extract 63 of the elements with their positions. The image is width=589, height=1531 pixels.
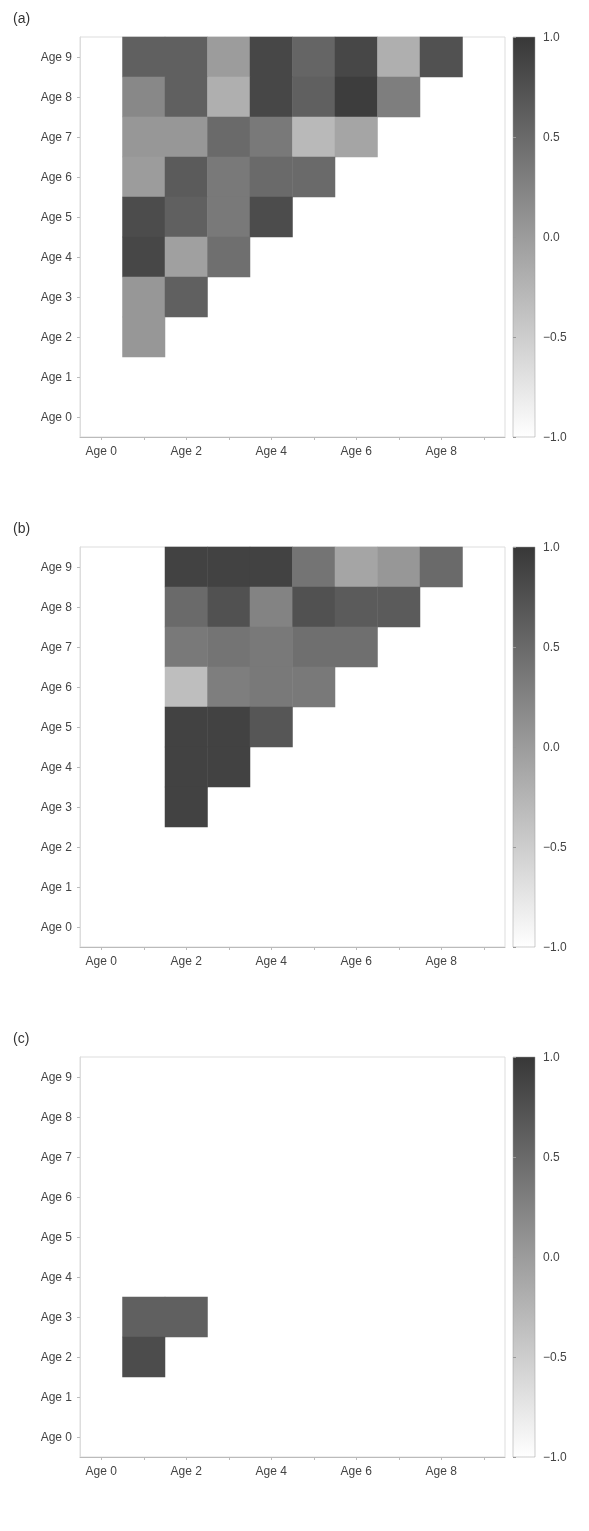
y-tick-label: Age 6: [40, 170, 73, 184]
color-bar-label: 1.0: [543, 1050, 561, 1064]
y-tick-label: Age 2: [40, 1350, 73, 1364]
y-tick-label: Age 7: [40, 1150, 73, 1164]
x-tick-label: Age 2: [170, 444, 203, 458]
y-tick-label: Age 0: [40, 920, 73, 934]
color-bar-label: 0.0: [543, 1250, 561, 1264]
y-tick-label: Age 5: [40, 720, 73, 734]
x-tick-label: Age 0: [85, 954, 118, 968]
x-tick-label: Age 8: [425, 954, 458, 968]
y-tick-label: Age 2: [40, 330, 73, 344]
x-tick-label: Age 4: [255, 444, 288, 458]
x-tick-label: Age 6: [340, 954, 373, 968]
y-tick-label: Age 4: [40, 760, 73, 774]
chart-title: (b): [13, 520, 31, 536]
y-tick-label: Age 8: [40, 1110, 73, 1124]
color-bar-label: 1.0: [543, 540, 561, 554]
color-bar-label: 0.5: [543, 1150, 561, 1164]
color-bar-label: 0.5: [543, 130, 561, 144]
y-tick-label: Age 7: [40, 130, 73, 144]
y-tick-label: Age 3: [40, 800, 73, 814]
x-tick-label: Age 4: [255, 1464, 288, 1478]
color-bar-label: −0.5: [543, 1350, 568, 1364]
x-tick-label: Age 4: [255, 954, 288, 968]
y-tick-label: Age 2: [40, 840, 73, 854]
x-tick-label: Age 0: [85, 444, 118, 458]
y-tick-label: Age 0: [40, 1430, 73, 1444]
y-tick-label: Age 5: [40, 210, 73, 224]
y-tick-label: Age 1: [40, 880, 73, 894]
y-tick-label: Age 1: [40, 1390, 73, 1404]
x-tick-label: Age 2: [170, 954, 203, 968]
y-tick-label: Age 1: [40, 370, 73, 384]
color-bar-label: 1.0: [543, 30, 561, 44]
y-tick-label: Age 3: [40, 290, 73, 304]
y-tick-label: Age 8: [40, 90, 73, 104]
y-tick-label: Age 9: [40, 50, 73, 64]
y-tick-label: Age 6: [40, 1190, 73, 1204]
y-tick-label: Age 9: [40, 560, 73, 574]
y-tick-label: Age 8: [40, 600, 73, 614]
y-tick-label: Age 3: [40, 1310, 73, 1324]
chart-title: (c): [13, 1030, 30, 1046]
color-bar-label: −0.5: [543, 840, 568, 854]
x-tick-label: Age 0: [85, 1464, 118, 1478]
color-bar-label: 0.0: [543, 230, 561, 244]
x-tick-label: Age 2: [170, 1464, 203, 1478]
color-bar-label: −1.0: [543, 1450, 568, 1464]
y-tick-label: Age 7: [40, 640, 73, 654]
y-tick-label: Age 4: [40, 1270, 73, 1284]
x-tick-label: Age 6: [340, 1464, 373, 1478]
y-tick-label: Age 9: [40, 1070, 73, 1084]
y-tick-label: Age 0: [40, 410, 73, 424]
color-bar-label: −1.0: [543, 430, 568, 444]
color-bar-label: 0.0: [543, 740, 561, 754]
color-bar-label: −0.5: [543, 330, 568, 344]
color-bar-label: 0.5: [543, 640, 561, 654]
chart-title: (a): [13, 10, 31, 26]
x-tick-label: Age 8: [425, 444, 458, 458]
y-tick-label: Age 6: [40, 680, 73, 694]
y-tick-label: Age 4: [40, 250, 73, 264]
x-tick-label: Age 6: [340, 444, 373, 458]
color-bar-label: −1.0: [543, 940, 568, 954]
y-tick-label: Age 5: [40, 1230, 73, 1244]
x-tick-label: Age 8: [425, 1464, 458, 1478]
